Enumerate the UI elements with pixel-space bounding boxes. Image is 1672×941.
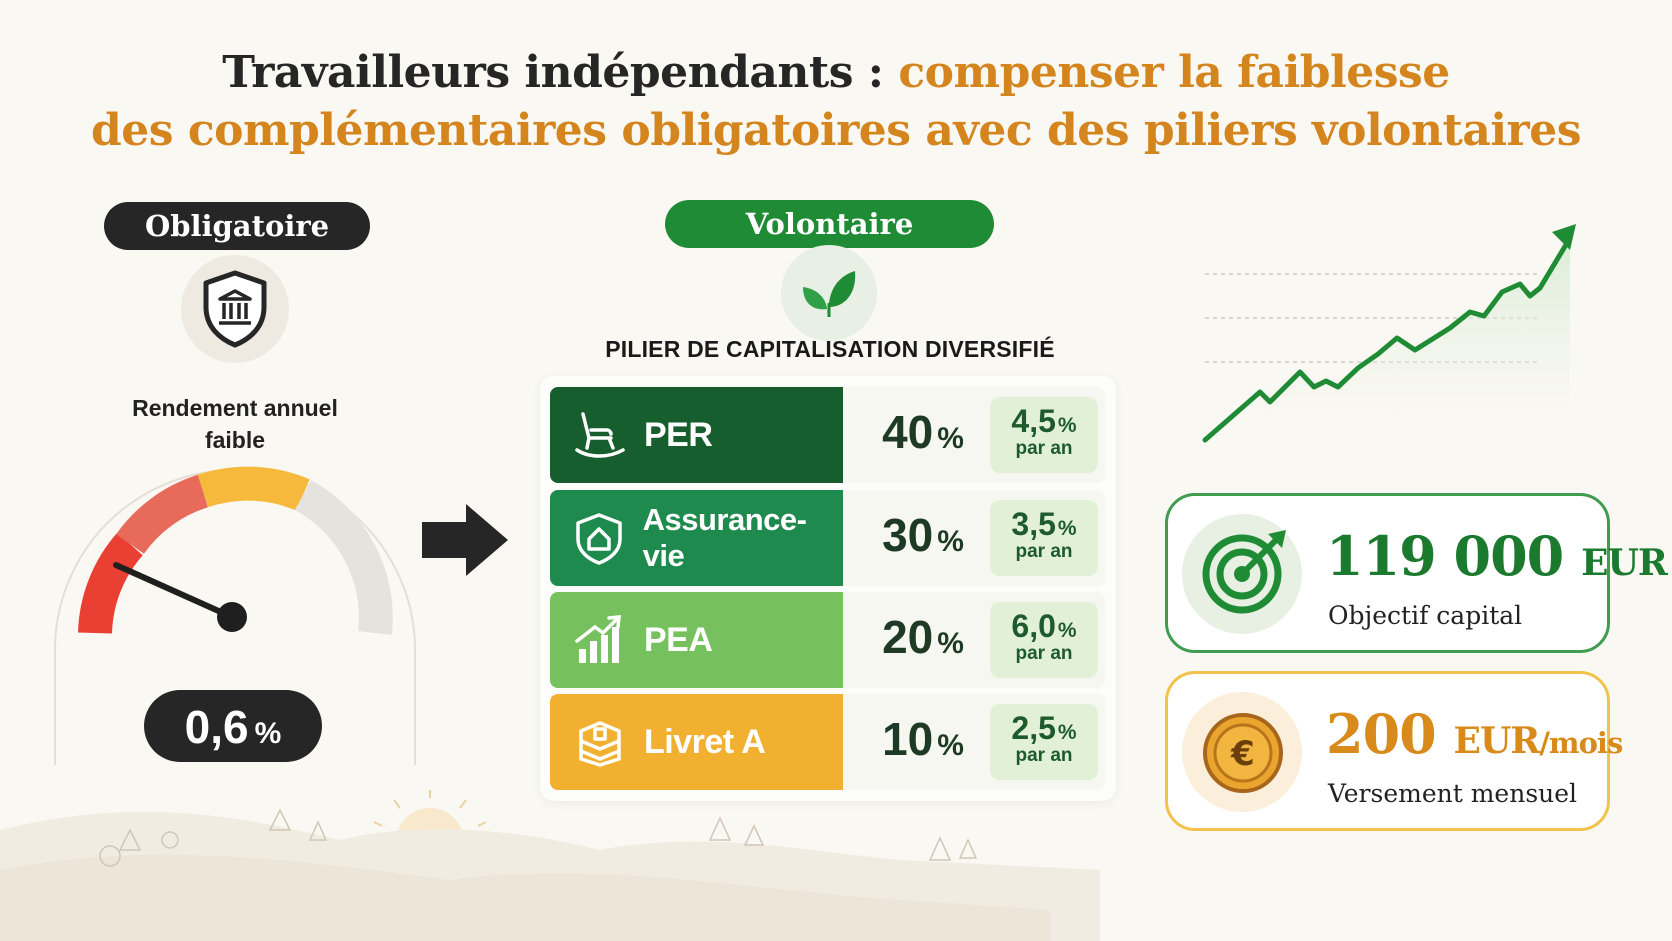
shield-house-icon	[572, 510, 627, 566]
yield-badge: 3,5% par an	[990, 500, 1098, 576]
yield-badge: 6,0% par an	[990, 602, 1098, 678]
monthly-payment-value: 200 EUR/mois	[1326, 702, 1623, 766]
row-name-cell: PER	[550, 387, 843, 483]
goal-capital-label: Objectif capital	[1328, 601, 1523, 630]
monthly-payment-label: Versement mensuel	[1328, 779, 1578, 808]
obligatoire-badge: Obligatoire	[104, 202, 370, 250]
yield-badge: 4,5% par an	[990, 397, 1098, 473]
rendement-value-badge: 0,6%	[144, 690, 322, 762]
table-row: Livret A 10% 2,5% par an	[550, 694, 1105, 790]
table-row: Assurance-vie 30% 3,5% par an	[550, 490, 1105, 586]
goal-capital-card: 119 000 EUR Objectif capital	[1165, 493, 1668, 653]
goal-capital-value: 119 000 EUR	[1326, 524, 1668, 588]
pilier-title: PILIER DE CAPITALISATION DIVERSIFIÉ	[605, 336, 1055, 362]
rocking-chair-icon	[572, 407, 628, 463]
yield-badge: 2,5% par an	[990, 704, 1098, 780]
svg-text:€: €	[1230, 734, 1255, 774]
growth-trend-graphic	[1190, 210, 1590, 460]
table-row: PER 40% 4,5% par an	[550, 387, 1105, 483]
shield-bank-icon	[181, 255, 289, 363]
rendement-gauge	[50, 465, 420, 765]
leaf-icon	[781, 245, 877, 341]
row-name-cell: PEA	[550, 592, 843, 688]
arrow-right-icon	[420, 500, 510, 585]
rendement-label: Rendement annuel faible	[132, 395, 338, 453]
table-row: PEA 20% 6,0% par an	[550, 592, 1105, 688]
euro-coin-icon: €	[1203, 713, 1283, 793]
row-name-cell: Assurance-vie	[550, 490, 843, 586]
row-name-cell: Livret A	[550, 694, 843, 790]
share-value: 30%	[882, 509, 964, 561]
booklet-icon	[572, 714, 628, 770]
landscape-illustration	[0, 790, 1672, 941]
volontaire-badge: Volontaire	[665, 200, 994, 248]
gauge-needle	[113, 562, 235, 620]
share-value: 20%	[882, 611, 964, 663]
share-value: 40%	[882, 406, 964, 458]
bar-chart-up-icon	[572, 612, 628, 668]
monthly-payment-card: € 200 EUR/mois Versement mensuel	[1165, 671, 1623, 831]
target-icon	[1202, 530, 1286, 614]
share-value: 10%	[882, 713, 964, 765]
page-title: Travailleurs indépendants : compenser la…	[90, 47, 1582, 156]
